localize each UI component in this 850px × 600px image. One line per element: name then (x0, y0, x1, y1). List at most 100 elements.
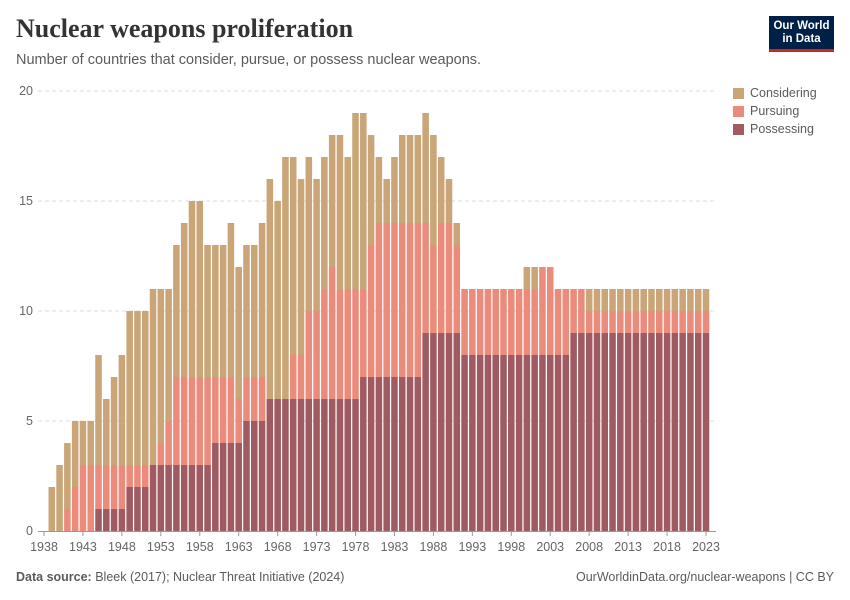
bar-possessing (212, 443, 219, 531)
bar-considering (437, 157, 445, 223)
bar-considering (141, 311, 149, 465)
x-tick-label: 1978 (342, 540, 370, 554)
bar-considering (266, 179, 274, 399)
bar-possessing (469, 355, 476, 531)
bar-pursuing (546, 267, 554, 355)
bar-pursuing (297, 355, 305, 399)
legend-item-possessing[interactable]: Possessing (733, 120, 817, 138)
bar-pursuing (165, 421, 172, 465)
legend-item-pursuing[interactable]: Pursuing (733, 102, 817, 120)
bar-possessing (624, 333, 632, 531)
bar-considering (258, 223, 266, 377)
bar-possessing (360, 377, 367, 531)
x-tick-label: 1998 (497, 540, 525, 554)
bar-pursuing (453, 245, 461, 333)
bar-considering (321, 157, 328, 289)
bar-considering (531, 267, 538, 289)
bar-pursuing (624, 311, 632, 333)
bar-considering (414, 135, 422, 223)
logo-line-1: Our World (773, 20, 830, 32)
bar-considering (165, 289, 172, 421)
bar-pursuing (578, 289, 585, 333)
bar-pursuing (617, 311, 624, 333)
bar-possessing (702, 333, 710, 531)
legend-swatch-pursuing (733, 105, 744, 117)
bar-possessing (118, 509, 126, 531)
bar-considering (118, 355, 126, 465)
bar-considering (383, 179, 390, 223)
x-tick-label: 2018 (653, 540, 681, 554)
bar-pursuing (204, 377, 211, 465)
bar-considering (87, 421, 95, 465)
bar-pursuing (289, 355, 297, 399)
bar-pursuing (219, 377, 227, 443)
bar-considering (79, 421, 87, 465)
chart-subtitle: Number of countries that consider, pursu… (16, 52, 482, 68)
bar-pursuing (383, 223, 390, 377)
bar-possessing (352, 399, 359, 531)
bar-possessing (671, 333, 679, 531)
bar-considering (305, 157, 313, 311)
source-url-link[interactable]: OurWorldinData.org/nuclear-weapons | CC … (576, 570, 834, 584)
x-tick-label: 1983 (381, 540, 409, 554)
bar-pursuing (476, 289, 484, 355)
bar-considering (422, 113, 429, 223)
bar-considering (219, 245, 227, 377)
chart-title: Nuclear weapons proliferation (16, 14, 354, 43)
bar-possessing (515, 355, 523, 531)
bar-pursuing (655, 311, 663, 333)
bar-pursuing (344, 289, 352, 399)
bar-pursuing (64, 509, 71, 531)
bar-possessing (437, 333, 445, 531)
owid-logo[interactable]: Our World in Data (769, 16, 834, 52)
data-source-label: Data source: (16, 570, 92, 584)
bar-possessing (632, 333, 640, 531)
bar-pursuing (118, 465, 126, 509)
bar-pursuing (188, 377, 196, 465)
bar-considering (243, 245, 250, 377)
bar-possessing (305, 399, 313, 531)
bar-possessing (554, 355, 562, 531)
bar-pursuing (414, 223, 422, 377)
bar-considering (687, 289, 694, 311)
bar-possessing (398, 377, 406, 531)
bar-pursuing (141, 465, 149, 487)
bar-pursuing (71, 487, 79, 531)
bar-considering (110, 377, 118, 465)
bar-possessing (321, 399, 328, 531)
bar-pursuing (508, 289, 515, 355)
bar-possessing (687, 333, 694, 531)
legend-label: Possessing (750, 122, 814, 136)
bar-considering (352, 113, 359, 289)
bar-possessing (180, 465, 188, 531)
bar-considering (126, 311, 133, 465)
x-tick-label: 1973 (303, 540, 331, 554)
bar-pursuing (609, 311, 616, 333)
bar-possessing (157, 465, 165, 531)
bar-pursuing (702, 311, 710, 333)
bar-pursuing (492, 289, 499, 355)
bar-possessing (188, 465, 196, 531)
bar-possessing (227, 443, 235, 531)
logo-line-2: in Data (782, 33, 821, 45)
bar-possessing (500, 355, 507, 531)
bar-possessing (609, 333, 616, 531)
x-tick-label: 1958 (186, 540, 214, 554)
bar-pursuing (640, 311, 647, 333)
bar-possessing (562, 355, 570, 531)
bar-pursuing (328, 267, 336, 399)
bar-considering (227, 223, 235, 377)
bar-pursuing (336, 289, 344, 399)
bar-possessing (110, 509, 118, 531)
bar-possessing (313, 399, 320, 531)
bar-possessing (531, 355, 538, 531)
bar-possessing (391, 377, 398, 531)
bar-considering (336, 135, 344, 289)
bar-considering (188, 201, 196, 377)
bar-possessing (601, 333, 609, 531)
bar-considering (655, 289, 663, 311)
bar-pursuing (398, 223, 406, 377)
legend-item-considering[interactable]: Considering (733, 84, 817, 102)
bar-pursuing (694, 311, 702, 333)
bar-considering (282, 157, 289, 399)
